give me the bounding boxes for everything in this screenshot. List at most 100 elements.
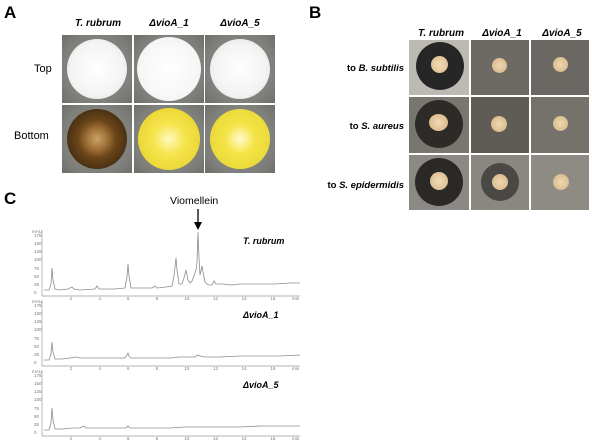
- sample-disc: [553, 116, 568, 131]
- panel-a-top-trubrum-plate: [62, 35, 132, 103]
- sample-disc: [430, 172, 448, 190]
- panel-a-col-header-1: T. rubrum: [75, 18, 121, 29]
- trace-line-trubrum: [44, 231, 300, 291]
- organism-name: S. epidermidis: [339, 180, 404, 191]
- panel-b-sepi-trubrum-plate: [409, 155, 469, 210]
- sample-disc: [431, 56, 448, 73]
- x-tick-label: 12: [213, 366, 219, 371]
- x-tick-label: 12: [213, 296, 219, 301]
- x-tick-label: 8: [155, 296, 159, 301]
- y-tick-label: 125: [34, 319, 42, 325]
- x-tick-label: 4: [98, 296, 101, 301]
- panel-a-bottom-viob5-plate: [205, 105, 275, 173]
- x-tick-label: 16: [270, 296, 276, 301]
- y-tick-label: 0: [34, 360, 37, 365]
- panel-a-col-header-2: ΔvioA_1: [149, 18, 189, 29]
- x-tick-label: 6: [127, 366, 130, 371]
- x-tick-label: 4: [98, 366, 101, 371]
- panel-b-sepi-viob1-plate: [471, 155, 529, 210]
- panel-a-row-label-bottom: Bottom: [14, 130, 49, 142]
- organism-name: B. subtilis: [358, 63, 404, 74]
- panel-b-col-header-2: ΔvioA_1: [482, 28, 522, 39]
- trace-line-viob5: [44, 407, 300, 431]
- row-prefix: to: [349, 121, 362, 132]
- y-tick-label: 75: [34, 335, 40, 341]
- sample-disc: [491, 116, 507, 132]
- x-unit-label: min: [292, 296, 300, 301]
- trace-line-viob1: [44, 341, 301, 361]
- panel-b-bsub-trubrum-plate: [409, 40, 469, 95]
- sample-disc: [492, 174, 508, 190]
- panel-b-bsub-viob1-plate: [471, 40, 529, 95]
- y-tick-label: 25: [34, 351, 40, 357]
- row-prefix: to: [346, 63, 359, 74]
- y-unit-label: mAU: [32, 299, 42, 304]
- y-tick-label: 175: [34, 233, 42, 238]
- panel-b-saur-viob1-plate: [471, 97, 529, 153]
- y-unit-label: mAU: [32, 229, 42, 234]
- y-tick-label: 175: [34, 303, 42, 308]
- panel-c-letter: C: [4, 189, 17, 208]
- y-tick-label: 150: [34, 311, 42, 317]
- white-colony: [210, 39, 270, 99]
- panel-b-row-label-2: to S. aureus: [300, 121, 404, 132]
- sample-disc: [429, 114, 448, 131]
- panel-a-letter: A: [4, 3, 17, 22]
- panel-b-saur-viob5-plate: [531, 97, 589, 153]
- panel-b-row-label-3: to S. epidermidis: [300, 180, 404, 191]
- y-tick-label: 50: [34, 413, 40, 419]
- organism-name: S. aureus: [361, 121, 404, 132]
- x-tick-label: 4: [98, 436, 101, 441]
- panel-b-saur-trubrum-plate: [409, 97, 469, 153]
- y-tick-label: 50: [34, 343, 40, 349]
- y-tick-label: 100: [34, 257, 42, 263]
- y-tick-label: 150: [34, 241, 42, 247]
- x-tick-label: 16: [270, 436, 276, 441]
- white-colony: [137, 37, 201, 101]
- y-tick-label: 150: [34, 381, 42, 387]
- x-tick-label: 8: [155, 366, 159, 371]
- x-tick-label: 10: [184, 366, 190, 371]
- trace-label-trubrum: T. rubrum: [243, 236, 285, 246]
- panel-a-row-label-top: Top: [34, 63, 52, 75]
- trace-label-viob5: ΔvioA_5: [243, 380, 279, 390]
- y-tick-label: 175: [34, 373, 42, 378]
- sample-disc: [553, 174, 569, 190]
- x-tick-label: 12: [213, 436, 219, 441]
- sample-disc: [492, 58, 507, 73]
- y-tick-label: 50: [34, 273, 40, 279]
- panel-b-row-label-1: to B. subtilis: [300, 63, 404, 74]
- y-tick-label: 25: [34, 421, 40, 427]
- y-tick-label: 125: [34, 249, 42, 255]
- x-tick-label: 2: [69, 366, 73, 371]
- panel-a-bottom-viob1-plate: [134, 105, 204, 173]
- sample-disc: [553, 57, 568, 72]
- x-tick-label: 6: [127, 296, 130, 301]
- y-tick-label: 75: [34, 405, 40, 411]
- panel-a-top-viob1-plate: [134, 35, 204, 103]
- panel-a-top-viob5-plate: [205, 35, 275, 103]
- y-unit-label: mAU: [32, 369, 42, 374]
- x-tick-label: 14: [241, 296, 247, 301]
- panel-b-col-header-3: ΔvioA_5: [542, 28, 582, 39]
- white-colony: [67, 39, 127, 99]
- x-tick-label: 2: [69, 296, 73, 301]
- x-tick-label: 14: [241, 436, 247, 441]
- x-tick-label: 16: [270, 366, 276, 371]
- x-tick-label: 6: [127, 436, 130, 441]
- yellow-colony: [210, 109, 270, 169]
- panel-b-col-header-1: T. rubrum: [418, 28, 464, 39]
- x-tick-label: 8: [155, 436, 159, 441]
- y-tick-label: 75: [34, 265, 40, 271]
- x-unit-label: min: [292, 366, 300, 371]
- yellow-colony: [138, 108, 200, 170]
- y-tick-label: 25: [34, 281, 40, 287]
- y-tick-label: 125: [34, 389, 42, 395]
- panel-b-letter: B: [309, 3, 322, 22]
- x-tick-label: 10: [184, 296, 190, 301]
- x-tick-label: 10: [184, 436, 190, 441]
- y-tick-label: 0: [34, 430, 37, 435]
- panel-b-bsub-viob5-plate: [531, 40, 589, 95]
- panel-b-sepi-viob5-plate: [531, 155, 589, 210]
